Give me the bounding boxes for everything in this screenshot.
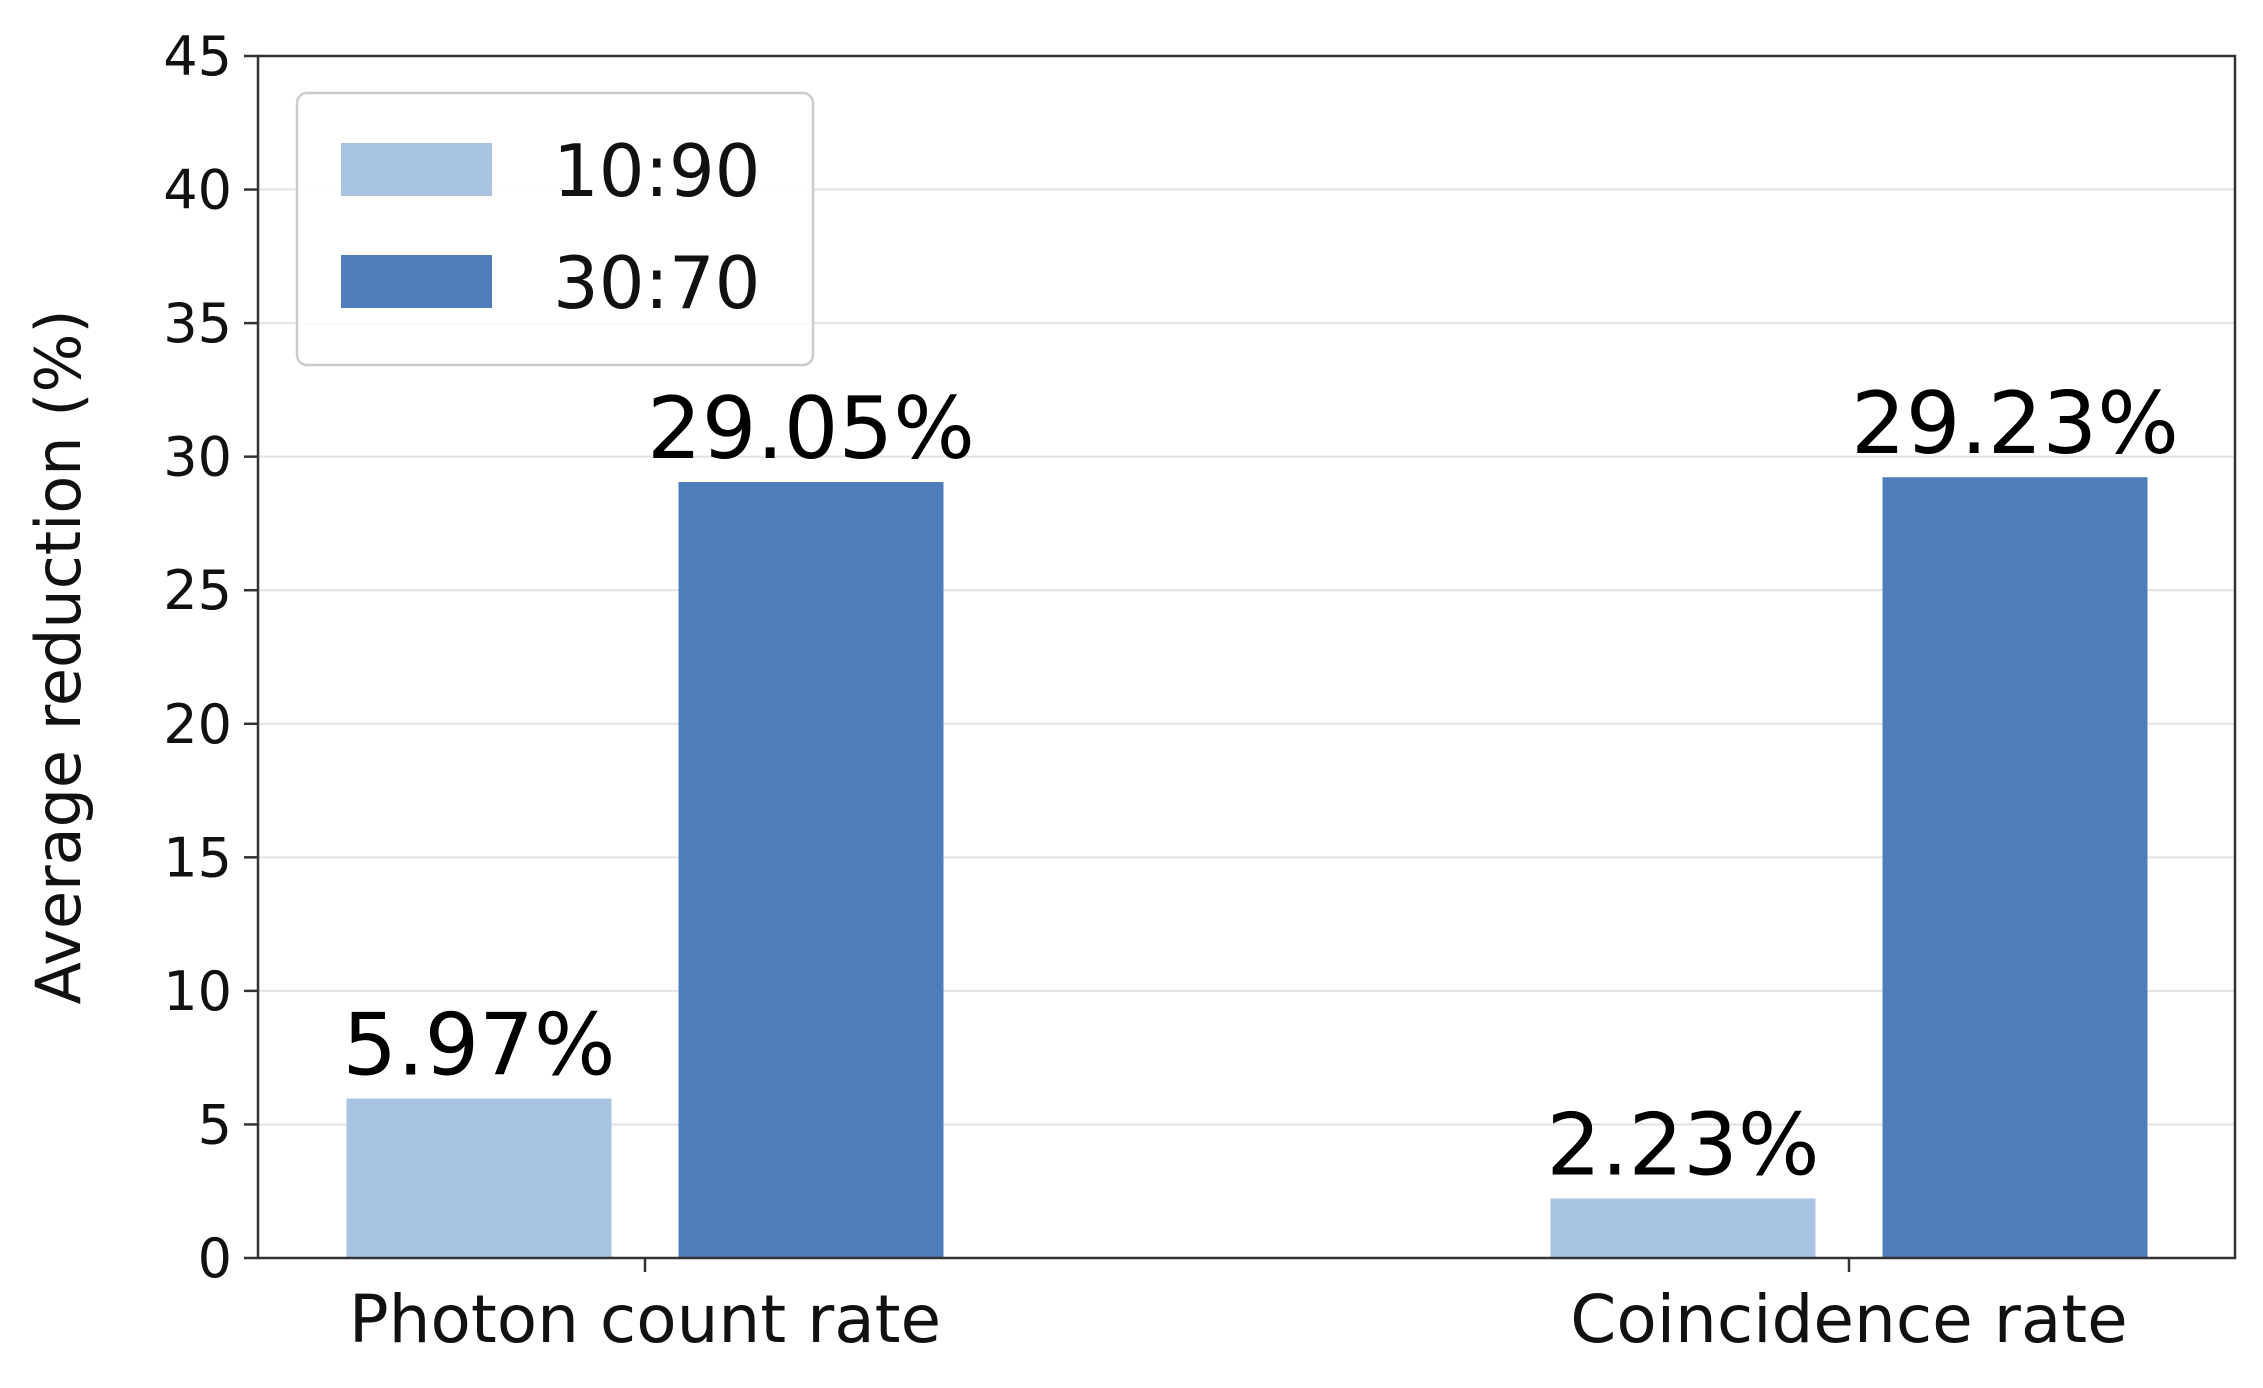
legend-label: 30:70: [553, 241, 761, 325]
x-tick-label: Coincidence rate: [1570, 1281, 2128, 1358]
legend: 10:90 30:70: [295, 91, 815, 367]
bar-value-label: 5.97%: [342, 996, 615, 1096]
y-tick-label: 5: [198, 1093, 232, 1156]
bar: [678, 482, 944, 1258]
x-axis-ticks: Photon count rate Coincidence rate: [349, 1258, 2128, 1358]
y-tick-label: 40: [163, 159, 232, 222]
y-tick-label: 10: [163, 960, 232, 1023]
y-axis-title: Average reduction (%): [22, 309, 95, 1004]
plot-frame: [256, 54, 2237, 1260]
bar: [1882, 477, 2148, 1258]
y-tick-label: 45: [163, 25, 232, 88]
legend-label: 10:90: [553, 129, 761, 213]
bar-value-label: 2.23%: [1546, 1095, 1819, 1195]
y-tick-label: 30: [163, 426, 232, 489]
bar: [346, 1098, 612, 1258]
y-tick-label: 20: [163, 693, 232, 756]
legend-swatch: [341, 255, 492, 308]
y-tick-label: 15: [163, 826, 232, 889]
y-tick-label: 25: [163, 559, 232, 622]
data-labels: 5.97% 29.05% 2.23% 29.23%: [342, 374, 2179, 1195]
y-tick-label: 35: [163, 292, 232, 355]
bar-value-label: 29.05%: [647, 379, 975, 479]
y-axis-ticks: 0 5 10 15 20 25 30 35 40 45: [163, 25, 258, 1290]
x-tick-label: Photon count rate: [349, 1281, 941, 1358]
bars: [346, 477, 2148, 1258]
legend-swatch: [341, 143, 492, 196]
bar: [1550, 1198, 1816, 1258]
y-tick-label: 0: [198, 1227, 232, 1290]
bar-value-label: 29.23%: [1851, 374, 2179, 474]
